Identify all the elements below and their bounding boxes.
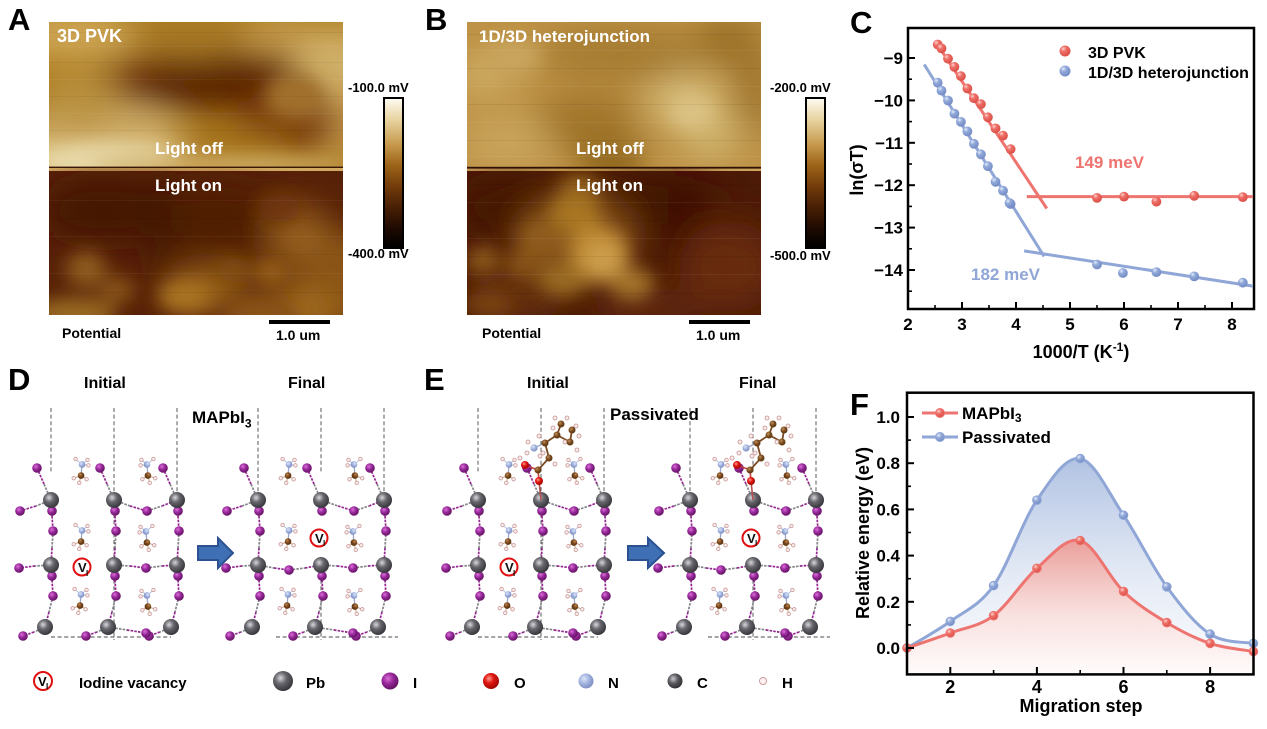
svg-text:0.0: 0.0: [876, 639, 900, 658]
svg-text:I: I: [413, 675, 417, 692]
svg-text:I: I: [513, 569, 515, 578]
svg-text:C: C: [850, 5, 872, 40]
svg-text:H: H: [782, 675, 793, 692]
svg-text:V: V: [315, 531, 324, 546]
svg-text:C: C: [697, 675, 708, 692]
svg-text:F: F: [850, 387, 869, 422]
svg-text:6: 6: [1119, 315, 1128, 334]
svg-text:I: I: [755, 539, 757, 548]
svg-text:−11: −11: [875, 134, 903, 153]
svg-text:ln(σT): ln(σT): [847, 144, 867, 195]
svg-text:2: 2: [903, 315, 912, 334]
svg-text:0.2: 0.2: [876, 593, 900, 612]
svg-text:0.4: 0.4: [876, 547, 900, 566]
svg-text:Passivated: Passivated: [962, 428, 1051, 447]
svg-text:I: I: [46, 682, 48, 691]
svg-text:0.6: 0.6: [876, 500, 900, 519]
svg-text:Relative energy (eV): Relative energy (eV): [853, 447, 873, 619]
svg-text:5: 5: [1065, 315, 1074, 334]
svg-text:I: I: [323, 539, 325, 548]
svg-text:Migration step: Migration step: [1019, 696, 1142, 716]
svg-text:−14: −14: [874, 261, 903, 280]
svg-text:V: V: [38, 674, 47, 689]
svg-text:2: 2: [945, 677, 955, 697]
svg-text:V: V: [505, 560, 514, 575]
svg-text:8: 8: [1227, 315, 1236, 334]
svg-text:8: 8: [1205, 677, 1215, 697]
svg-text:O: O: [514, 675, 526, 692]
svg-text:V: V: [78, 560, 87, 575]
svg-text:1000/T (K-1): 1000/T (K-1): [1033, 340, 1130, 362]
svg-text:−10: −10: [874, 91, 903, 110]
svg-text:N: N: [608, 675, 619, 692]
svg-text:3: 3: [957, 315, 966, 334]
svg-text:I: I: [86, 569, 88, 578]
svg-text:−13: −13: [874, 219, 903, 238]
svg-text:MAPbI3: MAPbI3: [962, 404, 1022, 425]
svg-text:182 meV: 182 meV: [971, 265, 1041, 284]
svg-text:6: 6: [1118, 677, 1128, 697]
svg-text:−12: −12: [874, 176, 903, 195]
svg-text:−9: −9: [884, 49, 903, 68]
svg-text:0.8: 0.8: [876, 454, 900, 473]
svg-text:149 meV: 149 meV: [1075, 153, 1145, 172]
svg-text:1.0: 1.0: [876, 408, 900, 427]
svg-text:Pb: Pb: [306, 675, 325, 692]
svg-text:Iodine vacancy: Iodine vacancy: [79, 675, 187, 692]
svg-text:3D PVK: 3D PVK: [1088, 45, 1146, 62]
svg-text:4: 4: [1011, 315, 1021, 334]
svg-text:1D/3D heterojunction: 1D/3D heterojunction: [1088, 65, 1249, 82]
svg-text:7: 7: [1173, 315, 1182, 334]
svg-text:V: V: [747, 531, 756, 546]
svg-text:4: 4: [1032, 677, 1042, 697]
